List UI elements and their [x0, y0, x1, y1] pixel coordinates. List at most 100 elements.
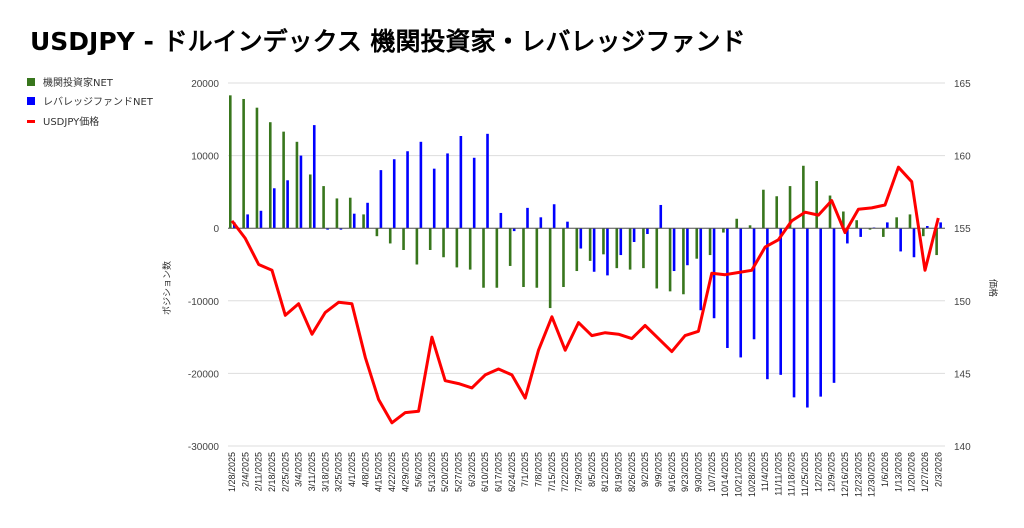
- x-tick-label: 4/29/2025: [400, 452, 410, 492]
- y-axis-label-right: 価格: [987, 279, 999, 297]
- x-tick-label: 10/14/2025: [720, 452, 730, 497]
- x-tick-label: 4/22/2025: [387, 452, 397, 492]
- x-tick-label: 7/8/2025: [534, 452, 544, 487]
- x-tick-label: 9/16/2025: [667, 452, 677, 492]
- bar-institutional: [815, 181, 818, 229]
- bar-institutional: [242, 98, 245, 229]
- x-tick-label: 3/25/2025: [334, 452, 344, 492]
- x-tick-label: 8/5/2025: [587, 452, 597, 487]
- bar-leveraged: [752, 228, 756, 340]
- bar-leveraged: [859, 228, 862, 237]
- bar-institutional: [788, 186, 792, 229]
- bar-leveraged: [659, 204, 663, 229]
- x-tick-label: 4/1/2025: [347, 452, 357, 487]
- bar-leveraged: [699, 228, 703, 311]
- bar-leveraged: [472, 157, 476, 229]
- bar-leveraged: [606, 228, 609, 276]
- bar-institutional: [495, 228, 499, 288]
- bar-institutional: [455, 228, 459, 268]
- legend-label-institutional: 機関投資家NET: [43, 76, 114, 89]
- x-tick-label: 6/24/2025: [507, 452, 517, 492]
- bar-leveraged: [552, 204, 556, 229]
- y-tick-label: -30000: [188, 442, 220, 453]
- x-tick-label: 10/7/2025: [707, 452, 717, 492]
- bar-leveraged: [646, 228, 649, 235]
- y-right-tick-label: 145: [954, 369, 971, 380]
- bar-institutional: [535, 228, 539, 288]
- x-tick-label: 5/6/2025: [414, 452, 424, 487]
- bar-institutional: [842, 211, 845, 229]
- x-tick-label: 5/20/2025: [440, 452, 450, 492]
- x-tick-label: 1/13/2026: [893, 452, 903, 492]
- bar-institutional: [935, 228, 938, 256]
- x-tick-label: 2/18/2025: [267, 452, 277, 492]
- x-tick-label: 3/4/2025: [294, 452, 304, 487]
- bar-leveraged: [272, 188, 276, 229]
- bar-institutional: [388, 228, 392, 244]
- bar-institutional: [428, 228, 432, 250]
- bar-institutional: [802, 165, 805, 229]
- x-tick-label: 11/11/2025: [773, 452, 783, 496]
- x-tick-label: 1/28/2025: [227, 452, 237, 492]
- y-right-tick-label: 150: [954, 297, 971, 308]
- bar-leveraged: [312, 125, 316, 229]
- x-tick-label: 2/4/2025: [240, 452, 250, 487]
- bars: [229, 95, 942, 408]
- bar-institutional: [362, 214, 365, 229]
- bar-institutional: [922, 228, 925, 237]
- x-tick-label: 6/10/2025: [480, 452, 490, 492]
- bar-institutional: [775, 196, 779, 229]
- bar-institutional: [402, 228, 405, 250]
- bar-leveraged: [539, 217, 543, 229]
- bar-institutional: [575, 228, 579, 272]
- y-right-tick-label: 140: [954, 442, 971, 453]
- bar-leveraged: [899, 228, 902, 252]
- x-tick-label: 12/2/2025: [813, 452, 823, 492]
- x-tick-label: 7/15/2025: [547, 452, 557, 492]
- bar-leveraged: [886, 222, 889, 229]
- x-tick-label: 6/17/2025: [494, 452, 504, 492]
- bar-leveraged: [766, 228, 769, 380]
- bar-leveraged: [739, 228, 743, 358]
- x-tick-label: 10/28/2025: [747, 452, 757, 497]
- x-tick-label: 11/18/2025: [787, 452, 797, 496]
- bar-institutional: [295, 141, 299, 229]
- x-tick-label: 6/3/2025: [467, 452, 477, 487]
- legend-label-price: USDJPY価格: [43, 115, 99, 128]
- bar-institutional: [855, 220, 858, 229]
- bar-leveraged: [806, 228, 809, 408]
- legend: 機関投資家NET レバレッジファンドNET USDJPY価格: [27, 76, 154, 128]
- x-tick-label: 2/3/2026: [933, 452, 943, 487]
- legend-swatch-leveraged: [27, 97, 35, 105]
- bar-institutional: [868, 228, 872, 230]
- x-tick-label: 8/12/2025: [600, 452, 610, 492]
- x-tick-label: 3/11/2025: [307, 452, 317, 491]
- bar-leveraged: [352, 213, 356, 229]
- bar-leveraged: [486, 133, 489, 229]
- bar-leveraged: [286, 180, 289, 229]
- x-tick-label: 7/22/2025: [560, 452, 570, 492]
- bar-leveraged: [672, 228, 676, 272]
- x-tick-label: 7/29/2025: [574, 452, 584, 492]
- bar-institutional: [348, 197, 352, 229]
- bar-institutional: [308, 174, 312, 229]
- x-tick-label: 11/25/2025: [800, 452, 810, 496]
- x-tick-label: 1/27/2026: [920, 452, 930, 492]
- x-tick-label: 2/11/2025: [254, 452, 264, 491]
- x-tick-label: 2/25/2025: [280, 452, 290, 492]
- price-line: [230, 165, 940, 425]
- x-tick-label: 12/9/2025: [827, 452, 837, 492]
- x-tick-label: 12/30/2025: [867, 452, 877, 497]
- bar-institutional: [602, 228, 605, 255]
- bar-institutional: [655, 228, 659, 289]
- x-tick-label: 5/27/2025: [454, 452, 464, 492]
- bar-institutional: [255, 107, 259, 229]
- bar-leveraged: [832, 228, 836, 383]
- bar-institutional: [468, 228, 472, 270]
- x-tick-label: 9/30/2025: [693, 452, 703, 492]
- legend-swatch-price: [27, 120, 35, 123]
- bar-leveraged: [846, 228, 849, 244]
- bar-institutional: [762, 189, 765, 229]
- bar-leveraged: [392, 159, 396, 229]
- y-tick-label: -10000: [188, 297, 220, 308]
